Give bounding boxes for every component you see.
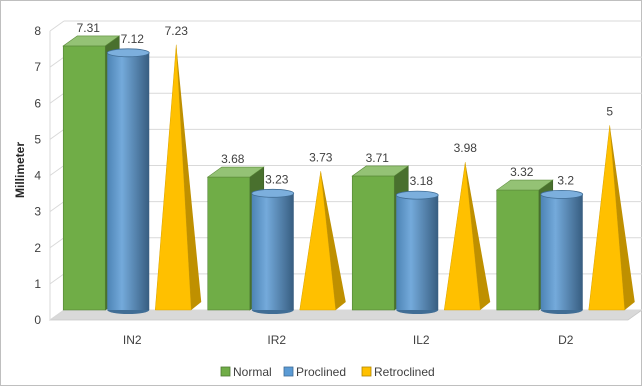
bar xyxy=(207,176,251,311)
bar-top xyxy=(62,35,121,47)
gridline-side xyxy=(49,273,65,285)
y-tick-label: 6 xyxy=(34,96,41,110)
bar xyxy=(396,195,439,310)
gridline-side xyxy=(49,201,65,213)
y-tick-label: 3 xyxy=(34,205,41,219)
y-tick-label: 1 xyxy=(34,277,41,291)
bar-top xyxy=(251,188,295,198)
legend-label: Retroclined xyxy=(374,365,435,379)
y-tick-label: 8 xyxy=(34,24,41,38)
data-label: 3.71 xyxy=(366,151,390,165)
gridline-side xyxy=(49,20,65,32)
bar-top xyxy=(395,190,439,200)
data-label: 3.18 xyxy=(410,174,434,188)
bar xyxy=(540,194,583,310)
bar xyxy=(251,193,294,310)
data-label: 5 xyxy=(606,104,613,118)
bar-top xyxy=(540,189,584,199)
legend-label: Normal xyxy=(233,365,272,379)
data-label: 3.2 xyxy=(557,173,574,187)
y-axis-title: Millimeter xyxy=(13,142,27,198)
data-label: 7.23 xyxy=(165,24,189,38)
data-label: 3.32 xyxy=(510,165,534,179)
bar xyxy=(62,45,106,311)
data-label: 3.73 xyxy=(309,150,333,164)
bar-side xyxy=(609,125,635,310)
legend-swatch xyxy=(283,366,294,377)
legend-label: Proclined xyxy=(296,365,346,379)
x-tick-label: IL2 xyxy=(413,333,430,347)
bar xyxy=(107,52,150,310)
bar-side xyxy=(176,44,202,310)
bar xyxy=(496,189,540,311)
y-tick-label: 4 xyxy=(34,169,41,183)
gridline-side xyxy=(49,165,65,176)
gridline-side xyxy=(49,92,65,104)
legend-swatch xyxy=(361,366,372,377)
data-label: 7.31 xyxy=(77,21,101,35)
x-tick-label: IN2 xyxy=(123,333,142,347)
bar-side xyxy=(465,162,491,310)
y-tick-label: 7 xyxy=(34,60,41,74)
gridline-side xyxy=(49,56,65,68)
legend-swatch xyxy=(220,366,231,377)
data-label: 7.12 xyxy=(121,32,145,46)
bar-side xyxy=(320,171,346,310)
bar-top xyxy=(106,48,150,58)
gridline-side xyxy=(49,237,65,249)
gridline-side xyxy=(49,309,65,321)
x-tick-label: D2 xyxy=(558,333,574,347)
x-tick-label: IR2 xyxy=(267,333,286,347)
bar-top xyxy=(495,179,554,191)
y-tick-label: 0 xyxy=(34,313,41,327)
gridline-side xyxy=(49,128,65,140)
bar-top xyxy=(351,165,410,177)
data-label: 3.23 xyxy=(265,172,289,186)
data-label: 3.98 xyxy=(454,141,478,155)
bar xyxy=(351,175,395,311)
bar-top xyxy=(206,166,265,178)
y-tick-label: 2 xyxy=(34,241,41,255)
data-label: 3.68 xyxy=(221,152,245,166)
y-tick-label: 5 xyxy=(34,132,41,146)
